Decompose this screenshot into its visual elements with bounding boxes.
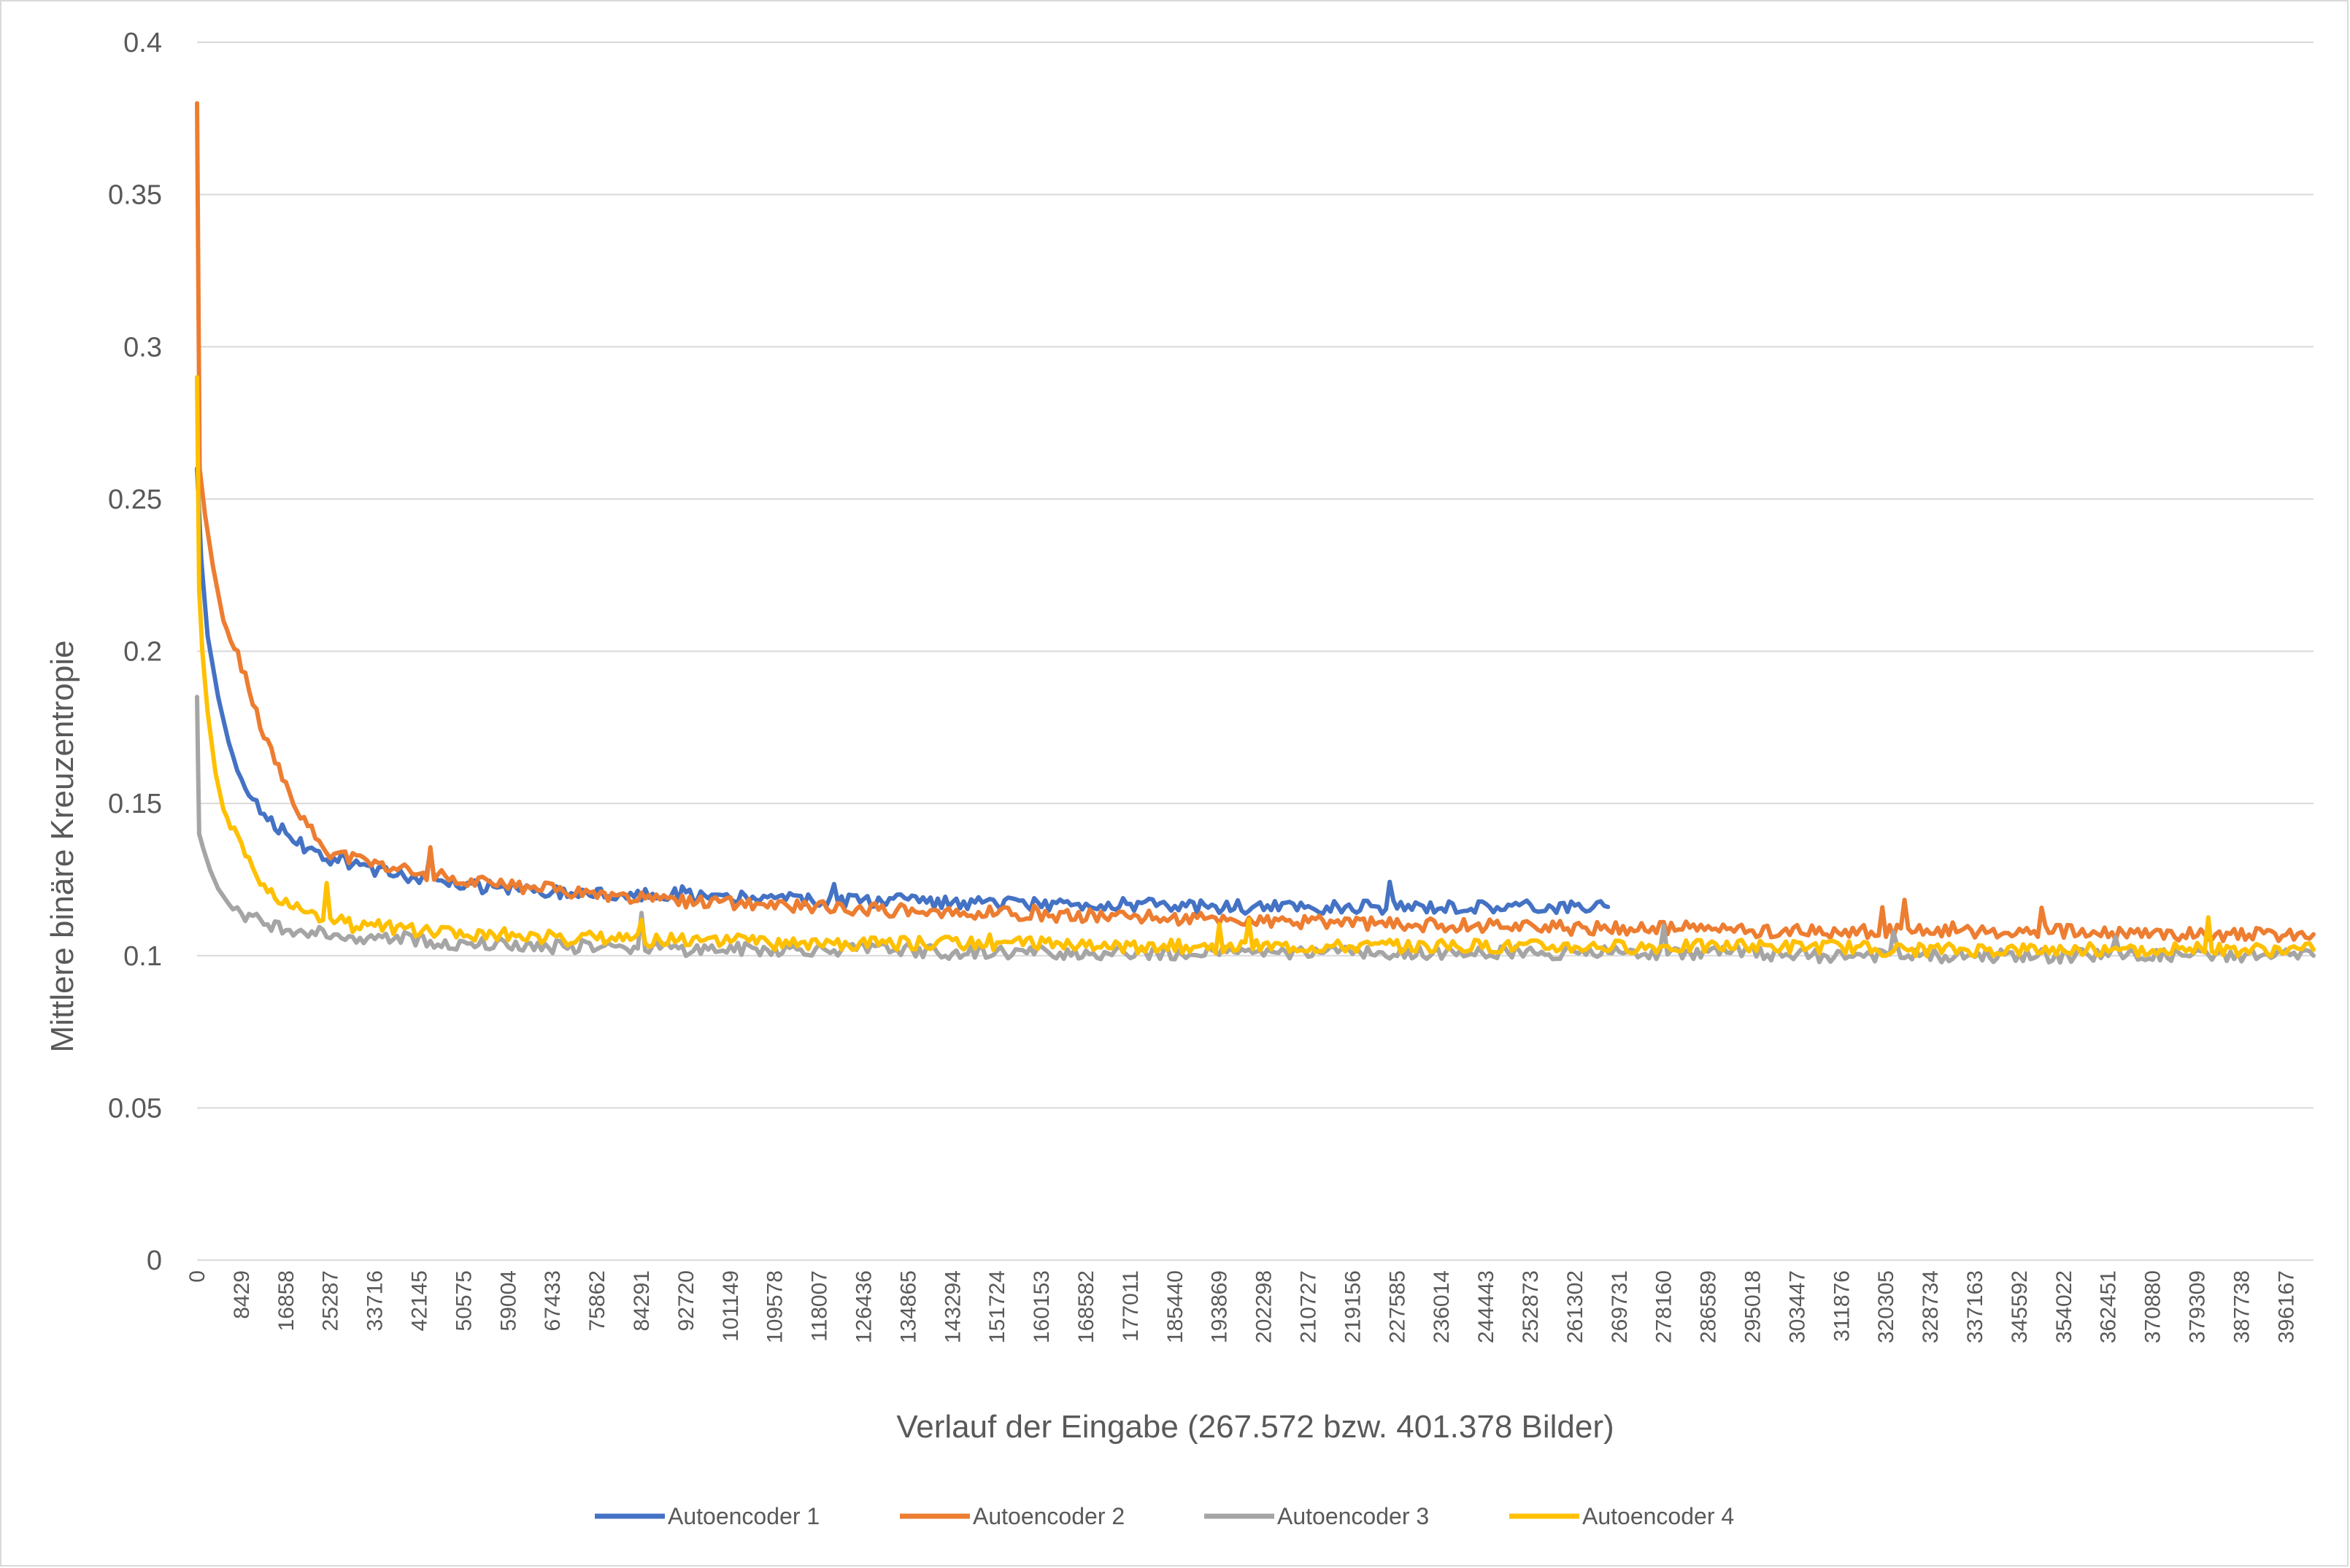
x-tick-label: 42145 [408, 1270, 432, 1331]
y-tick-label: 0.2 [123, 637, 162, 668]
x-tick-label: 151724 [985, 1270, 1009, 1343]
x-tick-label: 185440 [1163, 1270, 1187, 1343]
x-axis-ticks: 0 8429 16858 25287 33716 42145 50575 59004 67433… [185, 1270, 2298, 1343]
x-tick-label: 387738 [2230, 1270, 2254, 1343]
y-tick-label: 0.35 [108, 180, 162, 211]
series-line-1 [195, 466, 1611, 916]
x-tick-label: 219156 [1341, 1270, 1365, 1343]
legend-label-3: Autoencoder 3 [1277, 1503, 1429, 1529]
x-tick-label: 16858 [274, 1270, 298, 1331]
y-tick-label: 0.25 [108, 484, 162, 515]
series-lines [195, 101, 2316, 965]
x-tick-label: 337163 [1963, 1270, 1987, 1343]
x-tick-label: 118007 [808, 1270, 832, 1342]
legend-label-1: Autoencoder 1 [668, 1503, 820, 1529]
x-tick-label: 278160 [1652, 1270, 1676, 1343]
x-tick-label: 269731 [1608, 1270, 1632, 1343]
x-tick-label: 328734 [1919, 1270, 1943, 1343]
x-tick-label: 168582 [1074, 1270, 1098, 1343]
x-tick-label: 109578 [763, 1270, 787, 1343]
series-line-4 [195, 375, 2316, 959]
x-tick-label: 295018 [1741, 1270, 1765, 1343]
y-tick-label: 0.15 [108, 789, 162, 819]
x-tick-label: 0 [185, 1270, 209, 1283]
x-tick-label: 25287 [319, 1270, 343, 1331]
y-tick-label: 0.05 [108, 1093, 162, 1124]
x-tick-label: 143294 [941, 1270, 965, 1343]
x-tick-label: 67433 [541, 1270, 565, 1331]
x-tick-label: 354022 [2052, 1270, 2076, 1343]
x-tick-label: 33716 [363, 1270, 388, 1331]
legend: Autoencoder 1 Autoencoder 2 Autoencoder 3 A… [595, 1503, 1734, 1529]
x-tick-label: 210727 [1297, 1270, 1321, 1343]
y-tick-label: 0.4 [123, 28, 162, 58]
legend-label-4: Autoencoder 4 [1582, 1503, 1734, 1529]
x-tick-label: 134865 [896, 1270, 920, 1343]
x-tick-label: 75862 [585, 1270, 609, 1331]
x-tick-label: 50575 [452, 1270, 476, 1331]
x-tick-label: 101149 [719, 1270, 743, 1342]
y-tick-label: 0.1 [123, 941, 162, 972]
x-tick-label: 303447 [1785, 1270, 1809, 1343]
y-tick-label: 0 [147, 1245, 162, 1276]
series-line-2 [195, 101, 2316, 943]
x-tick-label: 160153 [1030, 1270, 1054, 1343]
y-axis-title: Mittlere binäre Kreuzentropie [45, 641, 80, 1053]
x-tick-label: 320305 [1874, 1270, 1898, 1343]
x-tick-label: 396167 [2274, 1270, 2298, 1343]
x-axis-title: Verlauf der Eingabe (267.572 bzw. 401.37… [896, 1409, 1614, 1445]
x-tick-label: 92720 [674, 1270, 698, 1331]
x-tick-label: 8429 [230, 1270, 254, 1319]
x-tick-label: 252873 [1519, 1270, 1543, 1343]
x-tick-label: 193869 [1208, 1270, 1232, 1343]
x-tick-label: 379309 [2186, 1270, 2210, 1343]
x-tick-label: 311876 [1830, 1270, 1854, 1342]
x-tick-label: 59004 [496, 1270, 520, 1331]
x-tick-label: 126436 [852, 1270, 877, 1343]
x-tick-label: 84291 [630, 1270, 654, 1331]
x-tick-label: 370880 [2141, 1270, 2165, 1343]
x-tick-label: 236014 [1430, 1270, 1454, 1343]
x-tick-label: 362451 [2097, 1270, 2121, 1343]
y-tick-label: 0.3 [123, 332, 162, 363]
x-tick-label: 286589 [1697, 1270, 1721, 1343]
x-tick-label: 227585 [1385, 1270, 1409, 1343]
y-axis-ticks: 0 0.05 0.1 0.15 0.2 0.25 0.3 0.35 0.4 [108, 28, 162, 1276]
x-tick-label: 202298 [1252, 1270, 1276, 1343]
x-tick-label: 345592 [2008, 1270, 2032, 1343]
legend-label-2: Autoencoder 2 [973, 1503, 1125, 1529]
x-tick-label: 244443 [1474, 1270, 1498, 1343]
x-tick-label: 177011 [1119, 1270, 1143, 1342]
x-tick-label: 261302 [1563, 1270, 1587, 1343]
